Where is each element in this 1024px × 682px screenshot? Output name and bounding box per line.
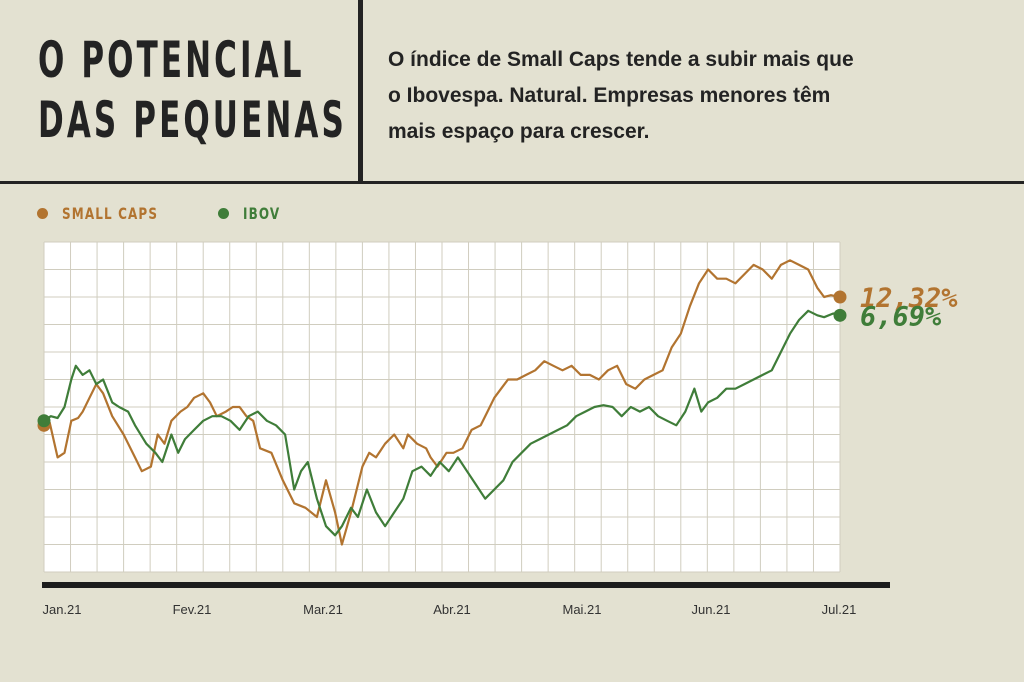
legend-item-ibov: IBOV — [218, 204, 293, 223]
series-line-small-caps — [43, 259, 841, 546]
x-tick-label: Jan.21 — [42, 602, 81, 617]
x-tick-label: Mar.21 — [303, 602, 343, 617]
series-line-ibov — [43, 309, 841, 537]
x-tick-label: Jun.21 — [691, 602, 730, 617]
legend-marker-small-caps — [37, 207, 48, 219]
legend-marker-ibov — [218, 207, 230, 219]
title-line-1: O POTENCIAL — [38, 31, 305, 89]
header-vertical-divider — [358, 0, 363, 183]
header-horizontal-divider — [0, 181, 1024, 184]
chart-legend: SMALL CAPS IBOV — [37, 202, 321, 224]
legend-item-small-caps: SMALL CAPS — [37, 204, 190, 223]
x-tick-label: Abr.21 — [433, 602, 471, 617]
start-marker — [37, 414, 51, 428]
chart-title: O POTENCIAL DAS PEQUENAS — [38, 30, 347, 150]
x-tick-label: Jul.21 — [822, 602, 857, 617]
end-value-label: 6,69% — [860, 301, 942, 332]
end-marker — [833, 308, 847, 322]
legend-label-ibov: IBOV — [243, 203, 281, 223]
title-line-2: DAS PEQUENAS — [38, 91, 347, 149]
legend-label-small-caps: SMALL CAPS — [62, 203, 159, 223]
line-chart: Jan.21 Fev.21 Mar.21 Abr.21 Mai.21 Jun.21 Jul.… — [37, 241, 958, 617]
x-axis — [42, 582, 890, 588]
x-tick-label: Mai.21 — [562, 602, 601, 617]
x-tick-label: Fev.21 — [173, 602, 212, 617]
end-value-label: 12,32% — [860, 283, 958, 314]
chart-subtitle: O índice de Small Caps tende a subir mai… — [388, 48, 854, 143]
end-marker — [833, 290, 847, 304]
